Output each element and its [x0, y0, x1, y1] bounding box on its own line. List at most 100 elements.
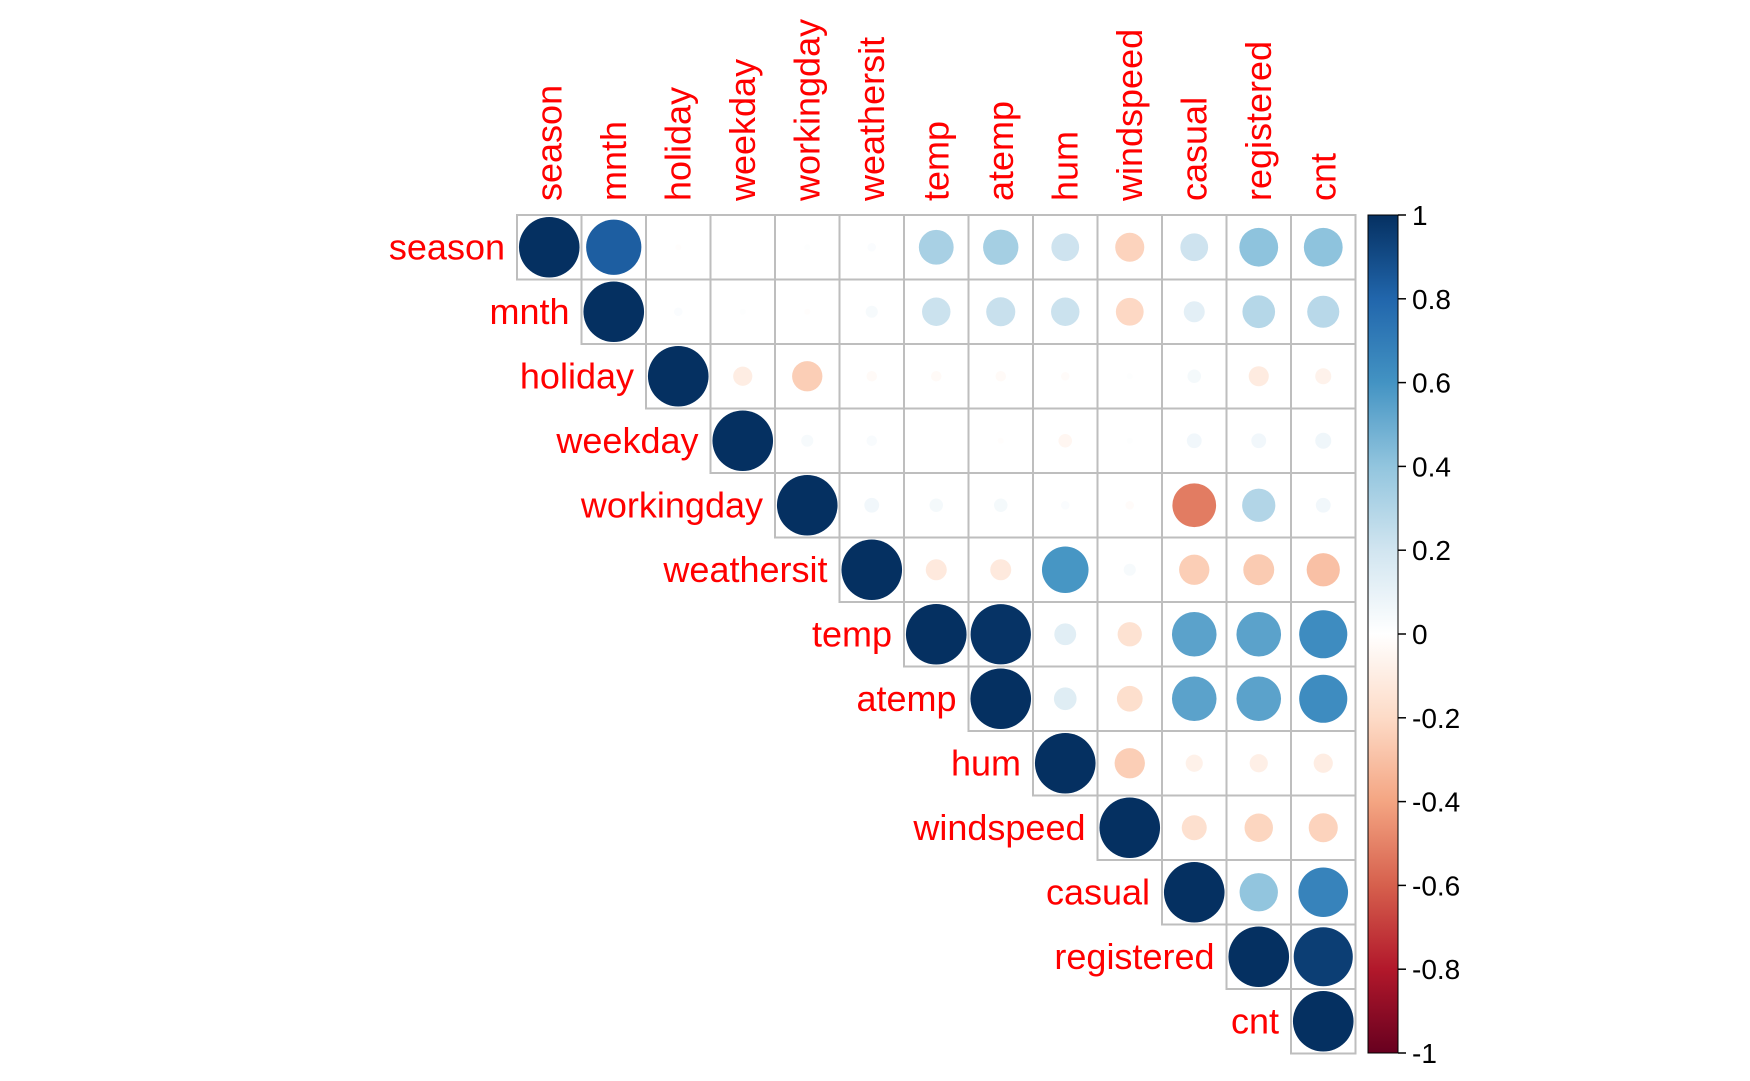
corr-circle-season-cnt: [1303, 227, 1343, 267]
corr-circle-mnth-temp: [922, 297, 951, 326]
col-label-holiday: holiday: [657, 87, 698, 201]
corr-circle-weekday-windspeed: [1126, 437, 1133, 444]
corr-circle-season-casual: [1180, 233, 1209, 262]
row-label-windspeed: windspeed: [912, 807, 1085, 848]
corr-circle-season-weathersit: [867, 242, 877, 252]
corr-circle-atemp-cnt: [1299, 674, 1348, 723]
colorbar-tick-label: 0.6: [1412, 368, 1451, 399]
corr-circle-weathersit-registered: [1243, 554, 1275, 586]
corr-circle-holiday-temp: [931, 371, 942, 382]
corr-circle-casual-casual: [1163, 861, 1225, 923]
row-label-season: season: [389, 226, 505, 267]
colorbar-tick-label: 0.4: [1412, 451, 1451, 482]
col-label-season: season: [528, 85, 569, 201]
corr-circle-holiday-atemp: [995, 371, 1006, 382]
corr-circle-workingday-registered: [1242, 488, 1276, 522]
row-label-holiday: holiday: [520, 355, 634, 396]
corr-circle-workingday-windspeed: [1125, 500, 1135, 510]
corr-circle-mnth-weekday: [739, 308, 746, 315]
row-label-workingday: workingday: [580, 484, 763, 525]
corr-circle-season-windspeed: [1115, 232, 1145, 262]
corr-circle-mnth-casual: [1183, 301, 1205, 323]
corr-circle-registered-cnt: [1293, 927, 1353, 987]
corr-circle-workingday-casual: [1172, 483, 1217, 528]
corr-circle-season-atemp: [983, 229, 1019, 265]
col-label-hum: hum: [1044, 131, 1085, 201]
corr-circle-holiday-workingday: [792, 361, 823, 392]
grid-cell: [903, 407, 970, 474]
corr-circle-hum-registered: [1249, 754, 1268, 773]
corr-circle-weekday-weathersit: [866, 435, 877, 446]
corr-circle-temp-cnt: [1299, 610, 1348, 659]
row-label-temp: temp: [812, 613, 892, 654]
corr-circle-atemp-atemp: [970, 668, 1032, 730]
col-label-casual: casual: [1173, 97, 1214, 201]
corr-circle-holiday-registered: [1248, 366, 1269, 387]
col-label-mnth: mnth: [593, 121, 634, 201]
corr-circle-casual-cnt: [1298, 867, 1349, 918]
col-label-temp: temp: [915, 121, 956, 201]
corr-circle-mnth-hum: [1051, 297, 1080, 326]
corr-circle-season-hum: [1051, 233, 1080, 262]
row-label-registered: registered: [1054, 936, 1214, 977]
corr-circle-temp-registered: [1236, 611, 1282, 657]
row-label-atemp: atemp: [856, 678, 956, 719]
col-label-cnt: cnt: [1302, 153, 1343, 201]
corr-circle-mnth-weathersit: [865, 305, 878, 318]
corr-circle-weekday-hum: [1058, 433, 1073, 448]
corr-circle-weekday-casual: [1186, 433, 1202, 449]
corr-circle-atemp-registered: [1236, 676, 1282, 722]
corr-circle-holiday-windspeed: [1126, 373, 1133, 380]
corr-circle-mnth-workingday: [804, 308, 811, 315]
col-label-windspeed: windspeed: [1109, 29, 1150, 202]
corr-circle-workingday-atemp: [993, 498, 1008, 513]
row-label-weekday: weekday: [555, 420, 698, 461]
corr-circle-workingday-temp: [929, 498, 944, 513]
colorbar-tick-label: -1: [1412, 1038, 1437, 1069]
corr-circle-atemp-hum: [1053, 687, 1077, 711]
corr-circle-holiday-casual: [1187, 369, 1202, 384]
corr-circle-workingday-cnt: [1315, 497, 1331, 513]
corr-circle-temp-hum: [1054, 623, 1077, 646]
row-labels: season mnth holiday weekday workingday weathe…: [389, 226, 1279, 1041]
colorbar-gradient: [1367, 214, 1399, 1054]
colorbar-tick-label: 1: [1412, 200, 1428, 231]
colorbar-tick-label: 0.8: [1412, 284, 1451, 315]
corr-circle-holiday-hum: [1060, 371, 1070, 381]
corr-circle-windspeed-registered: [1244, 813, 1273, 842]
grid-cell: [709, 214, 776, 281]
corr-circle-holiday-holiday: [647, 345, 709, 407]
corr-circle-weathersit-atemp: [990, 559, 1012, 581]
corr-circle-atemp-casual: [1171, 676, 1217, 722]
colorbar-tick-label: -0.4: [1412, 787, 1460, 818]
corr-circle-workingday-weathersit: [864, 497, 880, 513]
corr-circle-windspeed-casual: [1181, 815, 1207, 841]
grid-cell: [1290, 988, 1357, 1055]
correlation-circles: [518, 216, 1354, 1052]
corr-circle-cnt-cnt: [1292, 990, 1354, 1052]
corr-circle-temp-atemp: [970, 604, 1031, 665]
colorbar-tick-label: 0.2: [1412, 535, 1451, 566]
corr-circle-season-workingday: [804, 244, 811, 251]
corr-circle-weekday-registered: [1251, 433, 1267, 449]
col-label-workingday: workingday: [786, 19, 827, 202]
corr-circle-season-mnth: [586, 219, 642, 275]
row-label-hum: hum: [951, 742, 1021, 783]
corr-circle-mnth-registered: [1242, 295, 1276, 329]
corr-circle-atemp-windspeed: [1116, 685, 1143, 712]
corr-circle-hum-windspeed: [1114, 748, 1145, 779]
corr-circle-season-temp: [918, 229, 954, 265]
row-label-cnt: cnt: [1231, 1000, 1279, 1041]
colorbar-tick-label: -0.6: [1412, 870, 1460, 901]
corr-circle-temp-casual: [1171, 611, 1217, 657]
corr-circle-holiday-weekday: [733, 366, 753, 386]
corr-circle-weekday-workingday: [801, 434, 814, 447]
corr-circle-mnth-holiday: [673, 307, 683, 317]
corr-circle-weekday-weekday: [712, 410, 774, 472]
corr-circle-workingday-hum: [1060, 500, 1070, 510]
corr-circle-registered-registered: [1228, 926, 1290, 988]
col-label-atemp: atemp: [980, 101, 1021, 201]
corr-circle-temp-temp: [905, 603, 967, 665]
row-label-mnth: mnth: [489, 291, 569, 332]
